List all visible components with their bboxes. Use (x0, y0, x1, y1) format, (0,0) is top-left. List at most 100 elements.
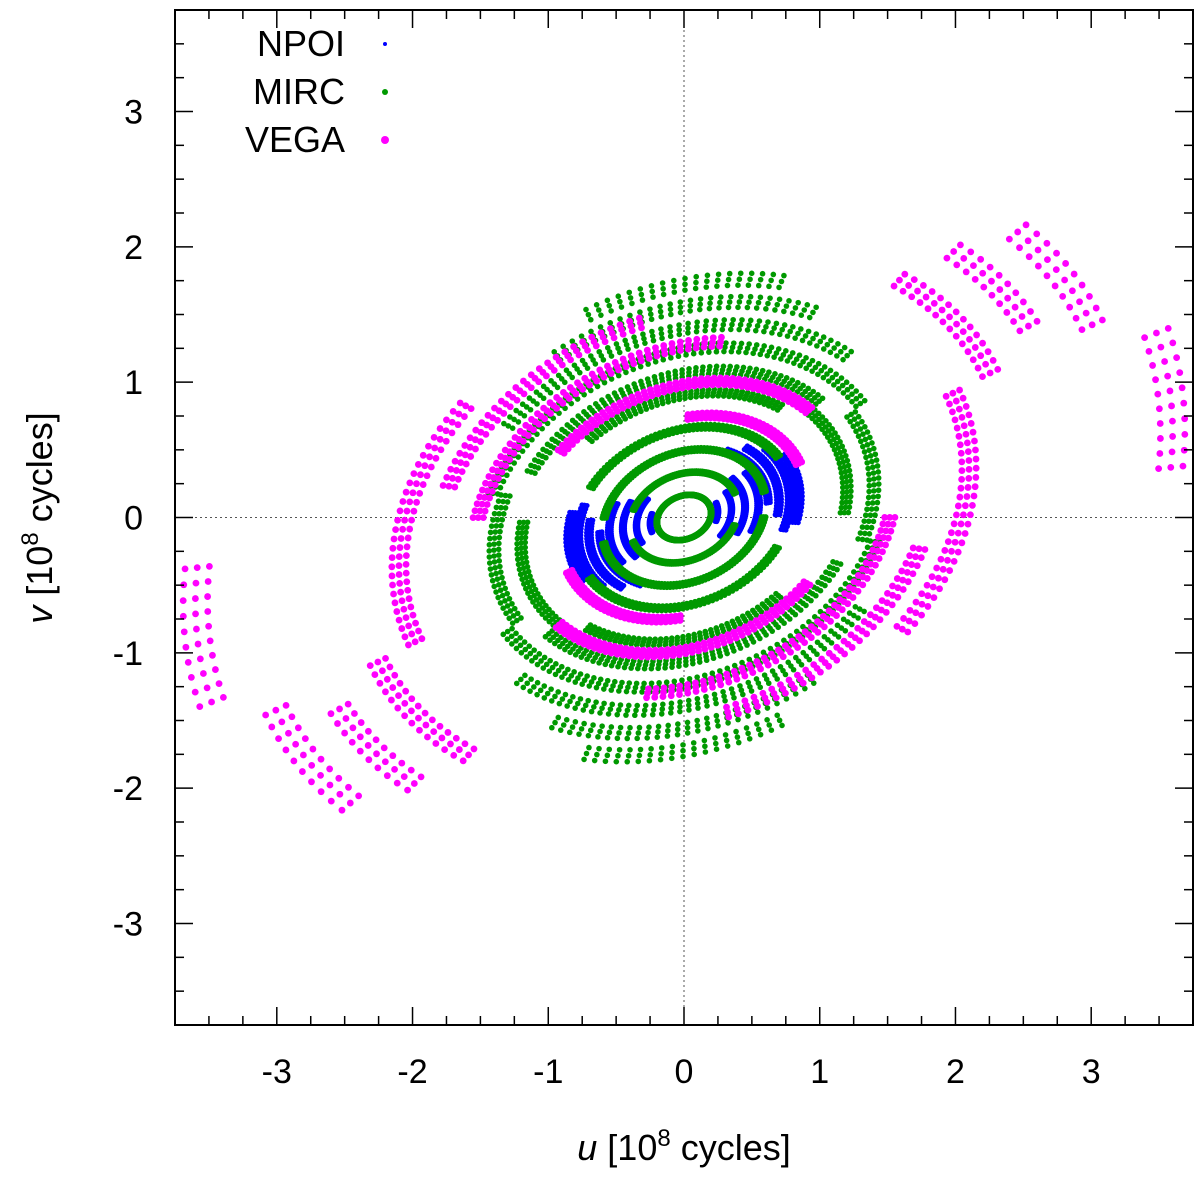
point-mirc (728, 293, 734, 300)
point-mirc (776, 717, 783, 724)
point-mirc (870, 518, 877, 525)
point-mirc (500, 605, 506, 611)
point-mirc (640, 331, 646, 338)
point-mirc (722, 732, 729, 738)
point-mirc (870, 445, 877, 452)
point-mirc (723, 737, 730, 744)
point-mirc (853, 388, 859, 394)
point-mirc (841, 344, 848, 351)
point-mirc (726, 270, 733, 277)
point-mirc (540, 665, 547, 671)
point-mirc (647, 311, 654, 318)
point-mirc (493, 589, 499, 595)
point-mirc (704, 703, 710, 709)
point-mirc (757, 294, 764, 301)
point-mirc (725, 720, 731, 726)
point-mirc (821, 364, 828, 370)
point-mirc (690, 740, 697, 746)
point-mirc (593, 684, 600, 691)
point-mirc (607, 320, 614, 326)
point-mirc (742, 618, 749, 625)
point-mirc (702, 743, 708, 750)
point-mirc (859, 418, 865, 425)
point-mirc (744, 304, 751, 311)
point-mirc (648, 746, 654, 752)
point-mirc (588, 353, 594, 359)
point-mirc (717, 299, 723, 306)
point-mirc (801, 307, 808, 313)
point-mirc (777, 594, 784, 601)
point-mirc (737, 621, 744, 627)
point-mirc (487, 529, 494, 536)
point-mirc (604, 734, 611, 741)
point-mirc (518, 649, 525, 656)
point-mirc (713, 363, 720, 370)
point-mirc (582, 627, 589, 634)
point-mirc (635, 758, 642, 765)
point-mirc (555, 714, 562, 721)
point-mirc (766, 722, 773, 728)
point-mirc (623, 688, 630, 695)
point-mirc (495, 546, 502, 553)
point-mirc (624, 735, 631, 742)
point-mirc (596, 660, 602, 666)
point-mirc (852, 409, 859, 415)
point-mirc (772, 307, 778, 313)
point-mirc (596, 348, 603, 355)
point-mirc (815, 391, 821, 398)
point-mirc (834, 566, 840, 573)
point-mirc (675, 721, 681, 727)
point-mirc (617, 702, 624, 708)
point-mirc (631, 689, 638, 695)
point-mirc (694, 722, 701, 729)
point-mirc (634, 665, 641, 672)
point-mirc (702, 323, 709, 329)
point-mirc (820, 334, 827, 340)
point-mirc (595, 307, 602, 313)
point-npoi (648, 530, 654, 536)
point-mirc (736, 326, 742, 333)
point-mirc (597, 728, 603, 735)
point-mirc (875, 487, 882, 494)
point-mirc (660, 285, 666, 292)
point-mirc (616, 688, 622, 694)
point-mirc (765, 680, 772, 687)
point-mirc (835, 634, 842, 640)
point-mirc (702, 327, 708, 334)
point-mirc (745, 730, 751, 737)
point-mirc (588, 328, 594, 335)
point-mirc (687, 297, 694, 304)
point-mirc (875, 475, 882, 481)
point-mirc (489, 577, 496, 584)
point-mirc (613, 341, 620, 347)
point-mirc (516, 566, 523, 573)
point-mirc (761, 343, 767, 349)
point-mirc (645, 729, 651, 736)
point-mirc (875, 469, 882, 475)
point-mirc (792, 611, 799, 618)
point-mirc (531, 457, 538, 463)
point-mirc (639, 689, 645, 695)
point-mirc (696, 659, 703, 665)
point-mirc (541, 683, 548, 689)
point-mirc (608, 724, 615, 730)
point-mirc (615, 663, 621, 670)
point-mirc (679, 367, 685, 373)
point-mirc (862, 424, 868, 430)
point-mirc (599, 515, 606, 521)
point-mirc (783, 696, 790, 702)
point-mirc (855, 615, 861, 621)
point-mirc (566, 729, 573, 736)
point-mirc (617, 316, 623, 322)
point-mirc (667, 306, 674, 313)
point-mirc (844, 457, 851, 464)
point-mirc (778, 372, 784, 379)
point-mirc (874, 499, 881, 506)
point-mirc (781, 308, 787, 315)
point-mirc (774, 301, 781, 308)
point-mirc (746, 322, 752, 328)
point-mirc (729, 321, 735, 328)
point-mirc (712, 735, 718, 741)
point-mirc (844, 352, 850, 359)
point-mirc (705, 725, 711, 732)
